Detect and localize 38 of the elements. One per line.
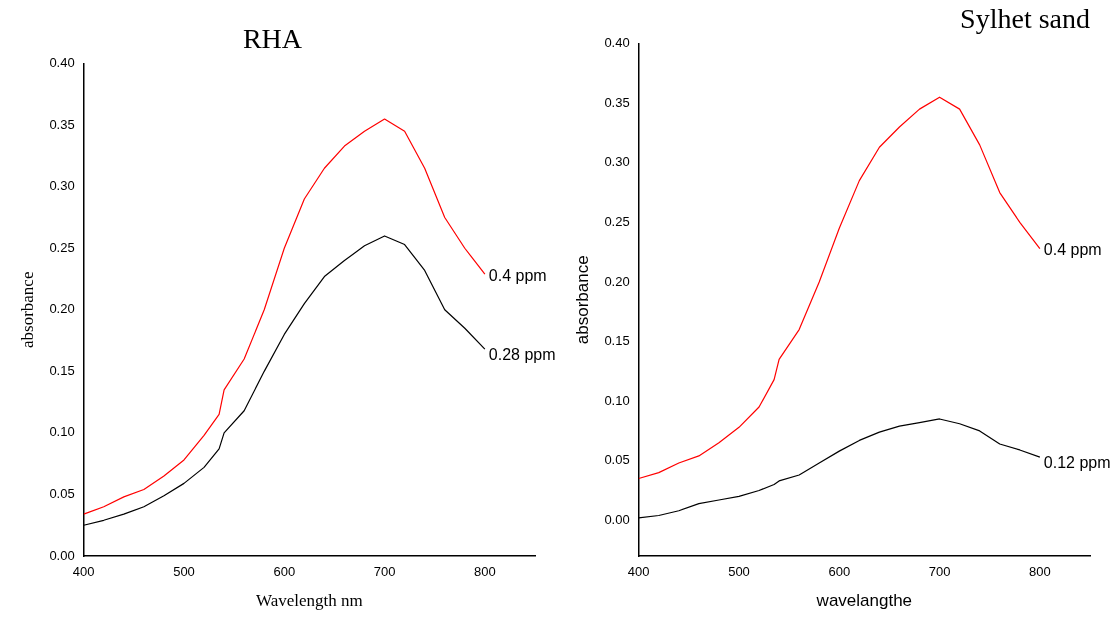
chart-title: Sylhet sand <box>960 3 1090 35</box>
y-tick-label: 0.35 <box>604 94 630 110</box>
y-tick-label: 0.25 <box>604 213 630 229</box>
x-tick-label: 600 <box>828 564 851 580</box>
y-tick-label: 0.00 <box>49 547 75 563</box>
y-tick-label: 0.00 <box>604 511 630 527</box>
y-tick-label: 0.30 <box>49 178 75 194</box>
x-tick-label: 400 <box>627 564 650 580</box>
x-tick-label: 600 <box>273 564 296 580</box>
x-tick-label: 700 <box>928 564 951 580</box>
series-label: 0.4 ppm <box>488 266 547 284</box>
x-tick-label: 500 <box>728 564 750 580</box>
y-tick-label: 0.05 <box>49 486 75 502</box>
series-label: 0.28 ppm <box>488 345 556 363</box>
y-tick-label: 0.15 <box>49 362 75 378</box>
y-tick-label: 0.05 <box>604 452 630 468</box>
series-label: 0.4 ppm <box>1043 240 1102 258</box>
x-tick-label: 800 <box>1029 564 1051 580</box>
y-tick-label: 0.30 <box>604 154 630 170</box>
chart-title: RHA <box>242 23 303 55</box>
x-tick-label: 700 <box>373 564 396 580</box>
series-label: 0.12 ppm <box>1043 453 1111 471</box>
x-axis-title: Wavelength nm <box>255 591 363 611</box>
x-tick-label: 500 <box>173 564 195 580</box>
y-tick-label: 0.25 <box>49 239 75 255</box>
y-tick-label: 0.40 <box>49 55 75 71</box>
y-tick-label: 0.10 <box>49 424 75 440</box>
y-tick-label: 0.20 <box>49 301 75 317</box>
y-tick-label: 0.40 <box>604 35 630 51</box>
x-tick-label: 400 <box>72 564 95 580</box>
x-tick-label: 800 <box>474 564 496 580</box>
y-tick-label: 0.10 <box>604 392 630 408</box>
y-tick-label: 0.35 <box>49 116 75 132</box>
y-tick-label: 0.15 <box>604 333 630 349</box>
y-tick-label: 0.20 <box>604 273 630 289</box>
y-axis-title: absorbance <box>572 255 592 345</box>
y-axis-title: absorbance <box>17 271 37 349</box>
x-axis-title: wavelangthe <box>815 591 913 611</box>
